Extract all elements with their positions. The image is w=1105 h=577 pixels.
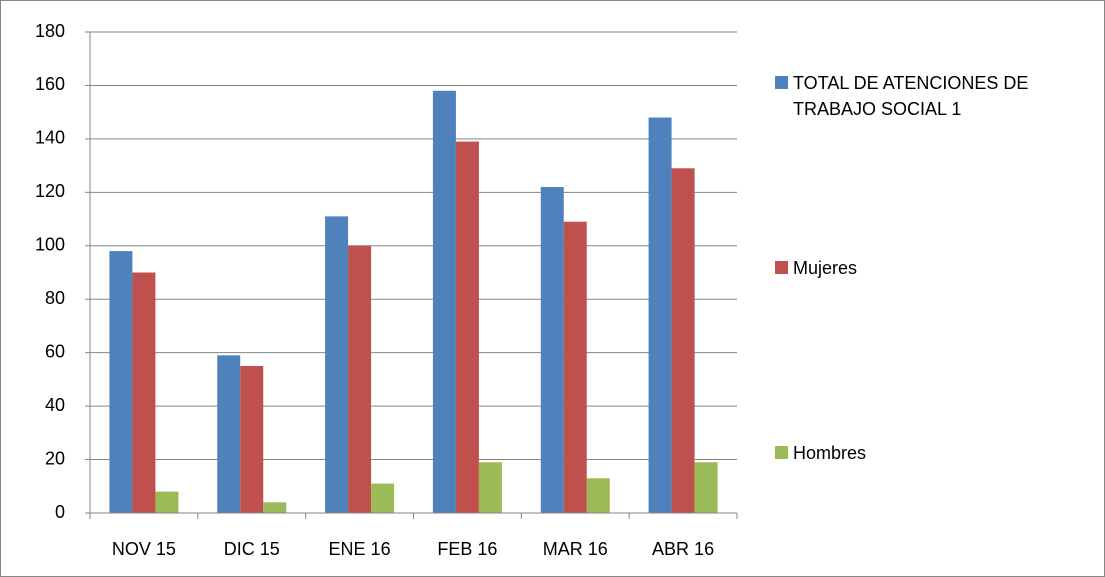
y-tick-label: 160	[35, 74, 65, 94]
bar	[325, 216, 349, 513]
x-tick-label: FEB 16	[437, 539, 497, 559]
x-tick-label: DIC 15	[224, 539, 280, 559]
legend-label: Mujeres	[793, 258, 858, 278]
bar	[155, 491, 179, 513]
bar	[371, 483, 395, 513]
legend-item: TOTAL DE ATENCIONES DE TRABAJO SOCIAL 1	[775, 70, 1075, 122]
legend-label: Hombres	[793, 443, 867, 463]
bar	[694, 462, 718, 513]
y-tick-label: 60	[45, 341, 65, 361]
bar	[648, 117, 672, 513]
bar	[217, 355, 241, 513]
bar	[240, 366, 264, 513]
bar	[432, 90, 456, 514]
bar	[348, 245, 372, 513]
legend-item: Mujeres	[775, 255, 1075, 281]
bar	[263, 502, 287, 513]
bar	[455, 141, 479, 514]
y-tick-label: 140	[35, 128, 65, 148]
y-tick-label: 180	[35, 21, 65, 41]
x-tick-label: NOV 15	[112, 539, 176, 559]
bar	[563, 221, 587, 513]
legend-swatch	[775, 261, 788, 274]
bar	[109, 251, 133, 513]
legend-item: Hombres	[775, 440, 1075, 466]
bar	[671, 168, 695, 514]
legend-label: TOTAL DE ATENCIONES DE TRABAJO SOCIAL 1	[793, 73, 1029, 119]
bar	[478, 462, 502, 513]
x-tick-label: MAR 16	[543, 539, 608, 559]
y-tick-label: 20	[45, 448, 65, 468]
bar	[540, 186, 564, 513]
bar	[132, 272, 156, 513]
legend-swatch	[775, 446, 788, 459]
y-tick-label: 80	[45, 288, 65, 308]
y-tick-label: 0	[55, 502, 65, 522]
y-tick-label: 120	[35, 181, 65, 201]
x-tick-label: ENE 16	[329, 539, 391, 559]
legend-swatch	[775, 76, 788, 89]
y-tick-label: 40	[45, 395, 65, 415]
y-tick-label: 100	[35, 235, 65, 255]
x-tick-label: ABR 16	[652, 539, 714, 559]
bar	[586, 478, 610, 513]
